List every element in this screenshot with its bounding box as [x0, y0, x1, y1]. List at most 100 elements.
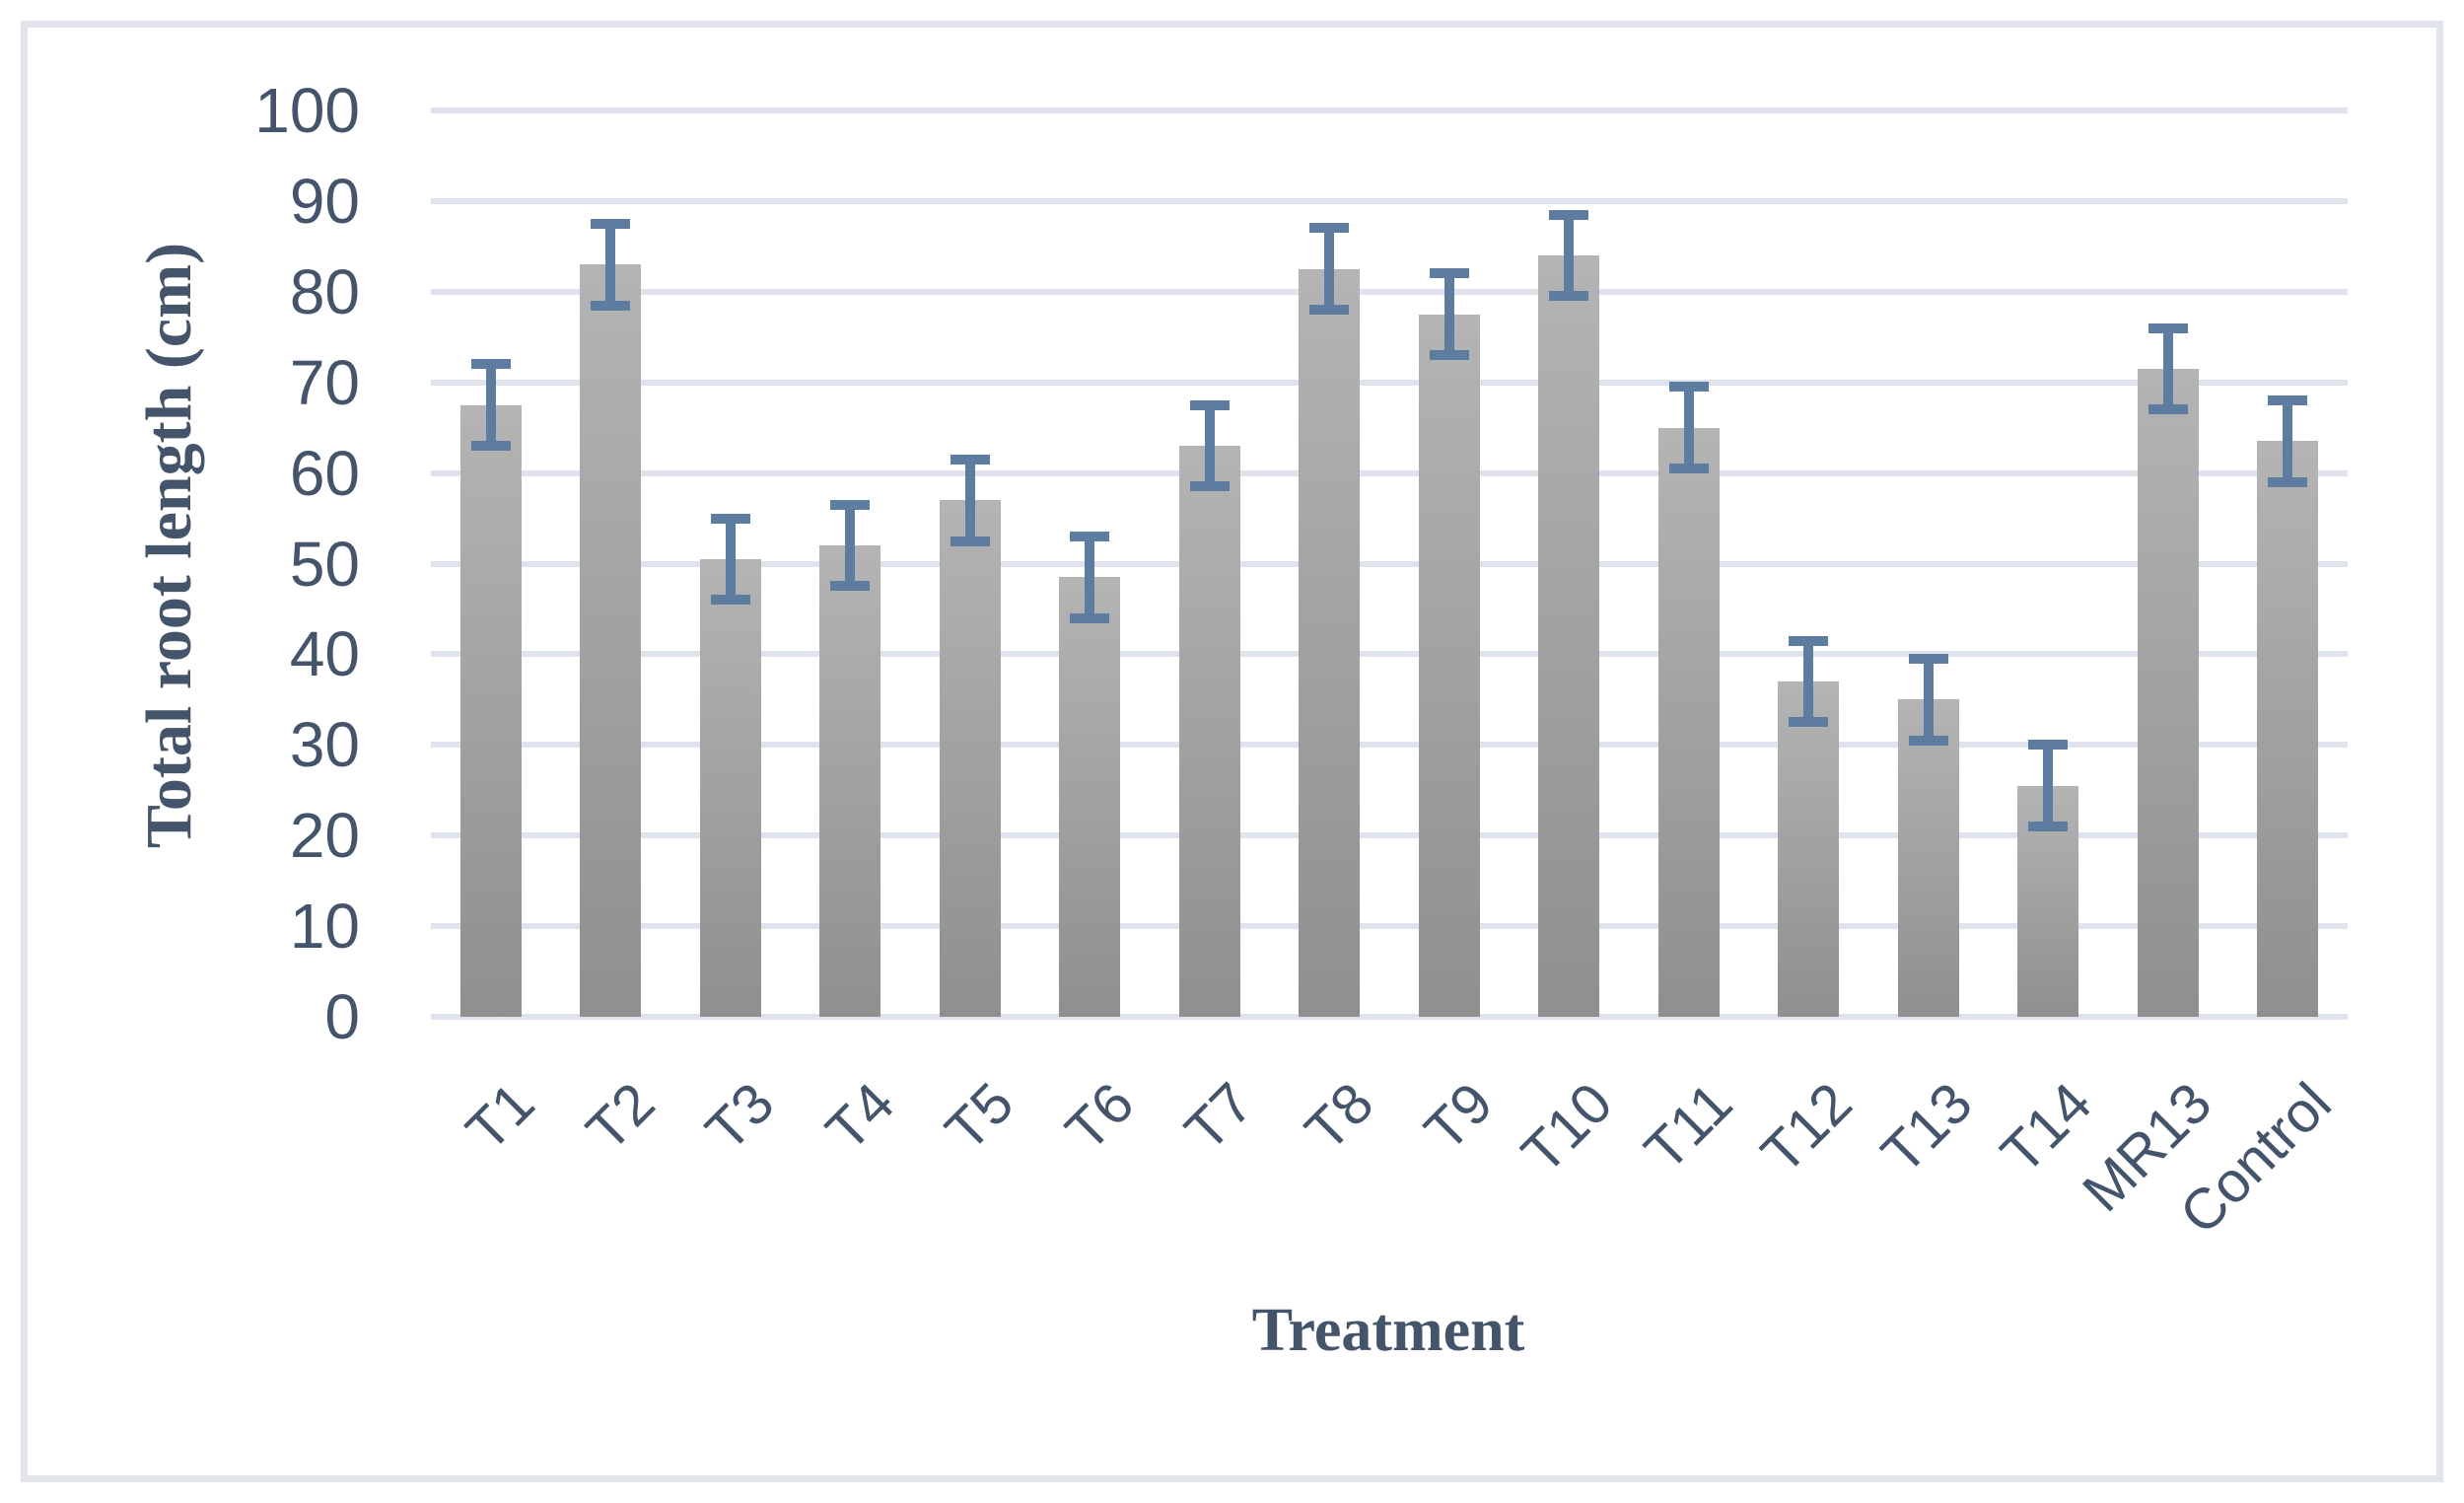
error-bar-cap-bottom	[2268, 476, 2308, 487]
error-bar-cap-top	[1429, 268, 1469, 279]
y-tick-label: 10	[289, 891, 360, 963]
error-bar-line	[1923, 653, 1934, 746]
y-tick-label: 50	[289, 528, 360, 600]
error-bar-T5	[950, 454, 990, 546]
gridline	[431, 469, 2348, 476]
error-bar-line	[1683, 382, 1694, 473]
error-bar-cap-bottom	[591, 300, 631, 311]
bar-MR13	[2137, 368, 2199, 1017]
error-bar-line	[485, 359, 496, 452]
error-bar-line	[1204, 399, 1215, 492]
error-bar-T14	[2028, 740, 2069, 831]
error-bar-T1	[470, 359, 511, 452]
error-bar-cap-top	[1549, 209, 1589, 220]
gridline	[431, 923, 2348, 930]
error-bar-cap-bottom	[2028, 822, 2069, 831]
bar-T7	[1178, 446, 1240, 1017]
bar-T2	[580, 264, 642, 1017]
x-tick-label-T11: T11	[1632, 1070, 1745, 1183]
y-tick-label: 30	[289, 709, 360, 781]
error-bar-line	[2283, 395, 2293, 487]
y-tick-label: 60	[289, 437, 360, 509]
x-tick-label-T6: T6	[1053, 1070, 1146, 1164]
gridline	[431, 742, 2348, 749]
error-bar-Control	[2268, 395, 2308, 487]
bar-T1	[459, 404, 522, 1017]
x-tick-label-T5: T5	[933, 1070, 1026, 1164]
error-bar-cap-bottom	[1429, 350, 1469, 361]
x-tick-label-T13: T13	[1868, 1070, 1985, 1186]
bar-T10	[1538, 255, 1600, 1017]
error-bar-T7	[1189, 399, 1230, 492]
bar-T13	[1897, 699, 1959, 1017]
error-bar-cap-top	[1189, 399, 1230, 410]
error-bar-T13	[1908, 653, 1948, 746]
error-bar-T10	[1549, 209, 1589, 302]
error-bar-cap-bottom	[1549, 291, 1589, 302]
x-tick-label-T3: T3	[693, 1070, 787, 1164]
chart-border	[21, 21, 2443, 1482]
error-bar-line	[2043, 740, 2054, 831]
y-tick-label: 80	[289, 255, 360, 327]
y-tick-label: 100	[254, 75, 360, 146]
error-bar-T6	[1070, 531, 1110, 623]
error-bar-line	[1564, 209, 1575, 302]
gridline	[431, 651, 2348, 658]
bar-T3	[699, 558, 761, 1017]
gridline	[431, 107, 2348, 113]
error-bar-line	[605, 218, 616, 311]
error-bar-T3	[710, 513, 750, 606]
error-bar-cap-bottom	[830, 581, 871, 592]
y-tick-label: 0	[324, 981, 360, 1052]
error-bar-line	[1085, 531, 1095, 623]
x-tick-label-T8: T8	[1293, 1070, 1385, 1164]
error-bar-cap-top	[710, 513, 750, 524]
error-bar-line	[1803, 635, 1814, 728]
error-bar-T4	[830, 499, 871, 592]
gridline	[431, 832, 2348, 839]
x-axis-title: Treatment	[1251, 1297, 1525, 1364]
error-bar-line	[2162, 322, 2173, 415]
bar-T6	[1059, 577, 1121, 1017]
error-bar-cap-top	[830, 499, 871, 510]
bar-Control	[2257, 441, 2319, 1017]
gridline	[431, 1014, 2348, 1020]
bar-T11	[1657, 427, 1720, 1017]
bar-T9	[1418, 314, 1480, 1017]
error-bar-cap-top	[1908, 653, 1948, 664]
bar-T5	[939, 500, 1001, 1017]
error-bar-cap-top	[2028, 740, 2069, 751]
y-tick-label: 40	[289, 618, 360, 690]
gridline	[431, 288, 2348, 295]
error-bar-line	[725, 513, 736, 606]
x-tick-label-T1: T1	[454, 1070, 547, 1164]
error-bar-cap-top	[1309, 223, 1350, 234]
bar-T12	[1778, 680, 1840, 1017]
error-bar-T8	[1309, 223, 1350, 316]
gridline	[431, 379, 2348, 386]
error-bar-cap-top	[1668, 382, 1709, 393]
gridline	[431, 197, 2348, 204]
error-bar-cap-top	[591, 218, 631, 229]
error-bar-line	[1324, 223, 1335, 316]
x-tick-label-T10: T10	[1510, 1070, 1625, 1186]
error-bar-T9	[1429, 268, 1469, 361]
error-bar-cap-top	[1070, 531, 1110, 541]
error-bar-T11	[1668, 382, 1709, 473]
x-tick-label-T7: T7	[1172, 1070, 1266, 1164]
x-tick-label-T9: T9	[1412, 1070, 1506, 1164]
y-tick-label: 70	[289, 346, 360, 418]
y-tick-label: 20	[289, 800, 360, 872]
error-bar-cap-bottom	[710, 595, 750, 606]
error-bar-T2	[591, 218, 631, 311]
error-bar-line	[964, 454, 975, 546]
error-bar-cap-bottom	[470, 441, 511, 452]
error-bar-cap-bottom	[1189, 481, 1230, 492]
error-bar-cap-top	[2268, 395, 2308, 406]
error-bar-cap-top	[950, 454, 990, 465]
error-bar-cap-bottom	[1070, 612, 1110, 623]
error-bar-cap-top	[1789, 635, 1829, 646]
gridline	[431, 560, 2348, 567]
